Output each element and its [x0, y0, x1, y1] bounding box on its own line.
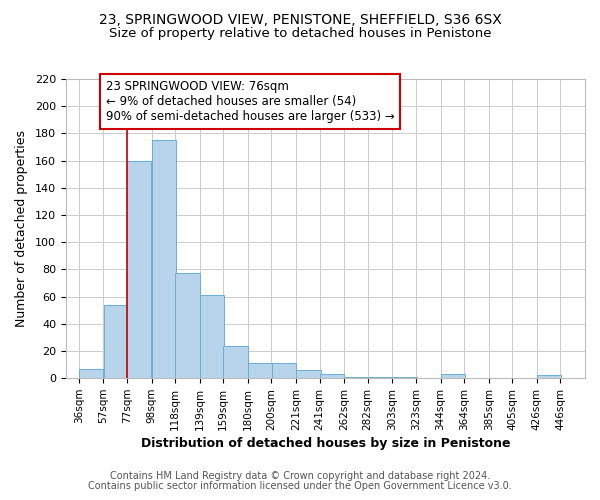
Bar [368, 377, 392, 378]
Bar [441, 374, 465, 378]
Text: 23 SPRINGWOOD VIEW: 76sqm
← 9% of detached houses are smaller (54)
90% of semi-d: 23 SPRINGWOOD VIEW: 76sqm ← 9% of detach… [106, 80, 395, 124]
Bar [223, 346, 248, 378]
Bar [104, 305, 128, 378]
Bar [127, 160, 151, 378]
Bar [200, 295, 224, 378]
X-axis label: Distribution of detached houses by size in Penistone: Distribution of detached houses by size … [141, 437, 510, 450]
Bar [175, 274, 200, 378]
Bar [296, 370, 320, 378]
Bar [392, 377, 417, 378]
Text: Contains HM Land Registry data © Crown copyright and database right 2024.: Contains HM Land Registry data © Crown c… [110, 471, 490, 481]
Bar [537, 376, 562, 378]
Bar [248, 363, 272, 378]
Text: 23, SPRINGWOOD VIEW, PENISTONE, SHEFFIELD, S36 6SX: 23, SPRINGWOOD VIEW, PENISTONE, SHEFFIEL… [98, 12, 502, 26]
Y-axis label: Number of detached properties: Number of detached properties [15, 130, 28, 327]
Text: Size of property relative to detached houses in Penistone: Size of property relative to detached ho… [109, 28, 491, 40]
Bar [320, 374, 344, 378]
Bar [344, 377, 369, 378]
Bar [79, 368, 103, 378]
Bar [152, 140, 176, 378]
Text: Contains public sector information licensed under the Open Government Licence v3: Contains public sector information licen… [88, 481, 512, 491]
Bar [272, 363, 296, 378]
